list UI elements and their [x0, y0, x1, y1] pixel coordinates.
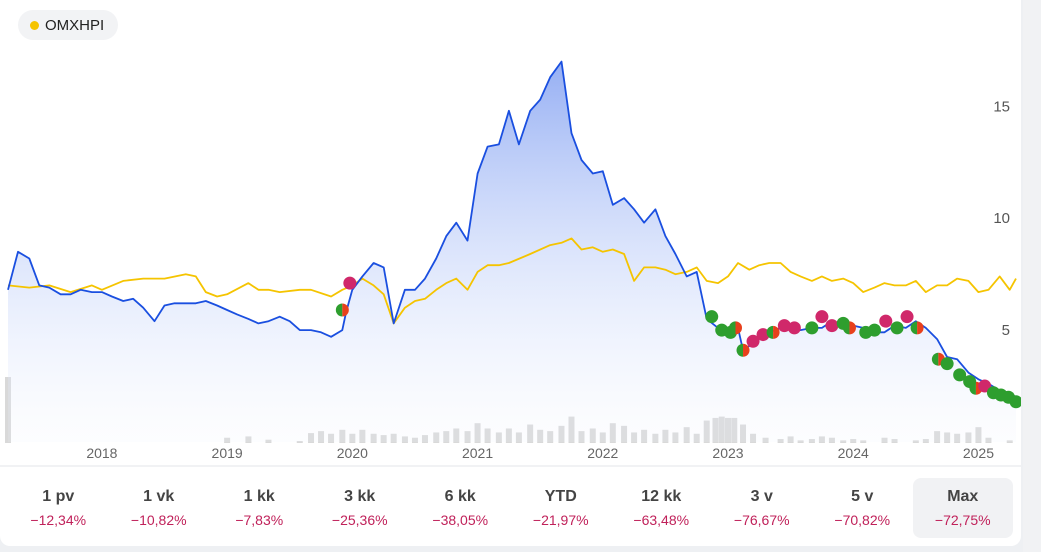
period-change: −63,48%: [633, 512, 690, 528]
negative-marker: [787, 321, 801, 335]
positive-marker: [868, 323, 882, 337]
positive-marker: [705, 310, 719, 324]
period-selector: 1 pv −12,34% 1 vk −10,82% 1 kk −7,83% 3 kk −25,…: [8, 478, 1013, 538]
y-tick-label: 5: [1002, 322, 1010, 339]
period-tab[interactable]: YTD −21,97%: [511, 478, 612, 538]
period-tab[interactable]: 6 kk −38,05%: [410, 478, 511, 538]
mixed-marker: [335, 303, 349, 317]
negative-marker: [343, 276, 357, 290]
price-chart[interactable]: 5 10 15 2018 2019 2020 2021 2022 2023 2024 2025: [0, 0, 1021, 470]
mixed-marker: [842, 321, 856, 335]
legend-label: OMXHPI: [45, 16, 105, 34]
period-label: 6 kk: [444, 488, 476, 505]
marker-half-positive: [729, 321, 736, 335]
x-tick-label: 2024: [838, 445, 869, 461]
x-tick-label: 2018: [86, 445, 117, 461]
positive-marker: [953, 368, 967, 382]
mixed-marker: [736, 343, 750, 357]
negative-marker: [777, 319, 791, 333]
mixed-marker: [766, 325, 780, 339]
marker-half-negative: [342, 303, 349, 317]
period-label: YTD: [544, 488, 577, 505]
marker-half-positive: [842, 321, 850, 335]
stock-area: [8, 61, 1016, 442]
period-tab[interactable]: 1 kk −7,83%: [209, 478, 310, 538]
x-tick-label: 2019: [212, 445, 243, 461]
marker-half-negative: [773, 325, 780, 339]
positive-marker: [805, 321, 819, 335]
x-tick-label: 2022: [587, 445, 618, 461]
period-tab[interactable]: 1 pv −12,34%: [8, 478, 109, 538]
x-axis-ticks: 2018 2019 2020 2021 2022 2023 2024 2025: [86, 445, 994, 461]
period-change: −7,83%: [235, 512, 284, 528]
period-change: −76,67%: [733, 512, 790, 528]
period-change: −25,36%: [331, 512, 388, 528]
marker-half-positive: [969, 381, 976, 395]
marker-half-positive: [736, 343, 744, 357]
chart-card: OMXHPI 5 10 15 2018 2019 2020 2021 2022 2023 202…: [0, 0, 1021, 546]
negative-marker: [978, 379, 992, 393]
period-change: −72,75%: [934, 512, 991, 528]
y-axis-ticks: 5 10 15: [993, 98, 1010, 339]
marker-half-negative: [917, 321, 924, 335]
period-label: 1 kk: [243, 488, 275, 505]
period-change: −10,82%: [130, 512, 187, 528]
negative-marker: [815, 310, 829, 324]
x-tick-label: 2020: [337, 445, 368, 461]
marker-half-negative: [849, 321, 856, 335]
x-tick-label: 2021: [462, 445, 493, 461]
mixed-marker: [910, 321, 924, 335]
negative-marker: [756, 328, 770, 342]
index-line: [7, 237, 1017, 325]
period-change: −70,82%: [834, 512, 891, 528]
period-change: −38,05%: [432, 512, 489, 528]
period-change: −21,97%: [532, 512, 589, 528]
y-tick-label: 10: [993, 210, 1010, 227]
y-tick-label: 15: [993, 98, 1010, 115]
period-label: 1 pv: [42, 488, 75, 505]
scrollbar[interactable]: [1023, 0, 1041, 552]
period-tab[interactable]: 3 kk −25,36%: [310, 478, 411, 538]
period-label: 1 vk: [143, 488, 175, 505]
marker-half-positive: [335, 303, 343, 317]
period-tab[interactable]: 5 v −70,82%: [812, 478, 913, 538]
marker-half-positive: [910, 321, 918, 335]
period-label: 3 kk: [344, 488, 376, 505]
period-tab[interactable]: 3 v −76,67%: [712, 478, 813, 538]
volume-bar: [296, 441, 303, 443]
stock-area-fill: [8, 61, 1016, 442]
period-change: −12,34%: [30, 512, 87, 528]
positive-marker: [890, 321, 904, 335]
marker-half-positive: [931, 352, 939, 366]
period-tab[interactable]: Max −72,75%: [912, 478, 1013, 538]
negative-marker: [825, 319, 839, 333]
legend-chip[interactable]: OMXHPI: [18, 10, 119, 40]
x-tick-label: 2023: [712, 445, 743, 461]
negative-marker: [746, 334, 760, 348]
positive-marker: [940, 357, 954, 371]
marker-half-negative: [735, 321, 743, 335]
negative-marker: [879, 314, 893, 328]
marker-half-positive: [766, 325, 774, 339]
mixed-marker: [729, 321, 743, 335]
positive-marker: [1009, 395, 1021, 409]
period-label: 3 v: [750, 488, 773, 505]
period-label: Max: [947, 488, 979, 505]
x-tick-label: 2025: [963, 445, 994, 461]
marker-half-negative: [743, 343, 750, 357]
period-tab[interactable]: 12 kk −63,48%: [611, 478, 712, 538]
event-markers: [335, 276, 1021, 409]
negative-marker: [900, 310, 914, 324]
legend-dot: [30, 20, 39, 30]
period-tab[interactable]: 1 vk −10,82%: [109, 478, 210, 538]
period-label: 12 kk: [641, 488, 682, 505]
period-label: 5 v: [851, 488, 874, 505]
